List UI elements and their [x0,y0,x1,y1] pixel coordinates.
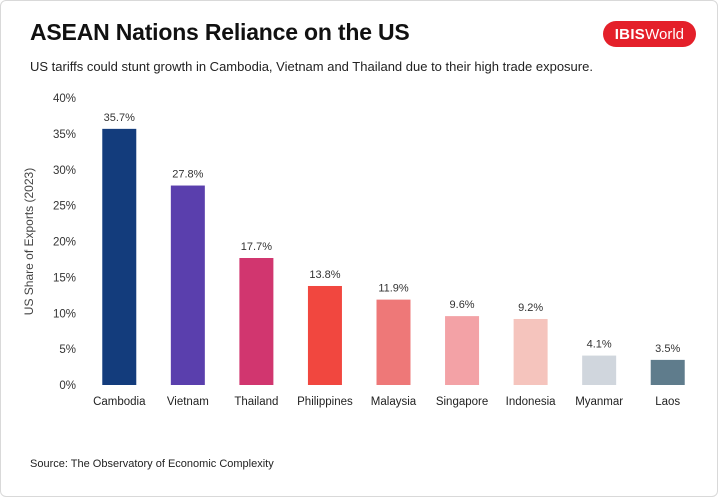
y-tick-label: 5% [59,344,76,356]
data-label-thailand: 17.7% [241,241,272,253]
ibisworld-logo: IBIS World [602,21,696,47]
x-tick-label-malaysia: Malaysia [371,396,417,408]
y-tick-label: 30% [53,165,76,177]
y-tick-label: 40% [53,93,76,105]
x-tick-label-indonesia: Indonesia [506,396,556,408]
data-label-philippines: 13.8% [309,269,340,281]
data-label-vietnam: 27.8% [172,169,203,181]
bar-myanmar [582,355,617,385]
bar-indonesia [513,318,548,385]
data-labels: 35.7% 27.8% 17.7% 13.8% 11.9% 9.6% 9.2% 4.1% 3.5… [104,112,681,355]
data-label-cambodia: 35.7% [104,112,135,124]
y-tick-label: 25% [53,201,76,213]
y-tick-label: 15% [53,272,76,284]
x-tick-label-myanmar: Myanmar [575,396,623,408]
data-label-myanmar: 4.1% [587,339,612,351]
logo-text-rest: World [645,25,684,43]
y-axis-ticks: 0% 5% 10% 15% 20% 25% 30% 35% 40% [53,93,76,392]
y-tick-label: 10% [53,308,76,320]
logo-text-bold: IBIS [614,25,646,43]
y-tick-label: 20% [53,237,76,249]
data-label-singapore: 9.6% [450,299,475,311]
bar-malaysia [376,299,411,385]
bars [102,128,685,386]
bar-thailand [239,258,274,385]
x-tick-label-thailand: Thailand [234,396,278,408]
x-axis-categories: Cambodia Vietnam Thailand Philippines Malays… [93,396,680,408]
bar-philippines [307,285,342,385]
data-label-laos: 3.5% [655,343,680,355]
source-note: Source: The Observatory of Economic Comp… [30,458,274,470]
x-tick-label-philippines: Philippines [297,396,353,408]
bar-laos [650,359,685,385]
x-tick-label-singapore: Singapore [436,396,488,408]
x-tick-label-laos: Laos [655,396,680,408]
y-tick-label: 0% [59,380,76,392]
y-axis-label: US Share of Exports (2023) [22,168,36,315]
chart-subtitle: US tariffs could stunt growth in Cambodi… [30,59,593,74]
data-label-indonesia: 9.2% [518,302,543,314]
y-tick-label: 35% [53,129,76,141]
chart-title: ASEAN Nations Reliance on the US [30,19,410,45]
bar-cambodia [102,128,137,386]
x-tick-label-vietnam: Vietnam [167,396,209,408]
bar-singapore [445,316,480,385]
x-tick-label-cambodia: Cambodia [93,396,146,408]
data-label-malaysia: 11.9% [378,283,409,295]
bar-vietnam [170,185,205,385]
